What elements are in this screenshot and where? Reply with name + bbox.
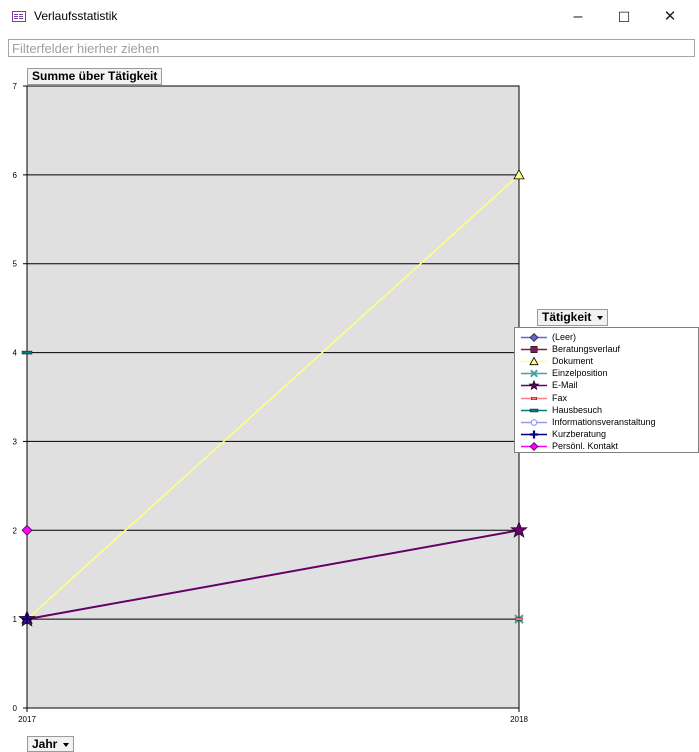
series-field-button[interactable]: Tätigkeit [537,309,609,326]
series-pers-nl-kontakt [21,524,33,536]
legend-swatch [521,441,547,451]
series-line [26,174,520,620]
legend-label: (Leer) [552,332,577,342]
y-tick-label: 6 [13,171,18,180]
legend-swatch [521,408,547,412]
legend-label: Einzelposition [552,368,608,379]
legend-item: Informationsveranstaltung [515,416,699,429]
legend-swatch [521,369,547,378]
legend-swatch [521,418,547,426]
legend-label: Kurzberatung [552,428,607,439]
minimize-button[interactable]: – [573,8,583,25]
legend-item: Fax [515,392,699,405]
y-tick-label: 5 [13,260,18,269]
legend-marker [529,356,539,366]
close-button[interactable]: ✕ [663,8,677,25]
legend-swatch [521,380,547,391]
legend-marker [530,369,538,378]
data-field-label: Summe über Tätigkeit [32,69,158,83]
legend-marker [529,408,539,412]
legend-item: Hausbesuch [515,404,699,417]
maximize-button[interactable]: ☐ [617,9,631,25]
legend-swatch [521,346,547,354]
data-point [21,350,33,355]
legend-item: Einzelposition [515,367,699,380]
legend-swatch [521,430,547,439]
y-tick-label: 2 [13,526,18,535]
title-bar: Verlaufsstatistik – ☐ ✕ [0,0,699,34]
legend-marker [530,418,538,426]
data-point [510,521,528,538]
legend-label: Informationsveranstaltung [552,416,656,427]
data-point [21,524,33,536]
form-icon [12,11,26,22]
y-tick-label: 4 [13,349,18,358]
data-field-button[interactable]: Summe über Tätigkeit [27,68,163,85]
category-field-label: Jahr [32,737,58,751]
legend-marker [530,430,538,439]
legend-label: Hausbesuch [552,404,603,415]
y-tick-label: 7 [13,82,18,91]
legend-item: Persönl. Kontakt [515,440,699,453]
filter-placeholder: Filterfelder hierher ziehen [12,41,160,56]
legend-marker [528,380,540,391]
legend-marker [529,333,539,342]
legend-marker [530,346,538,354]
y-tick-label: 3 [13,437,18,446]
x-tick-label: 2017 [18,715,36,724]
legend-label: Persönl. Kontakt [552,440,619,451]
data-point [515,617,523,621]
legend-item: E-Mail [515,379,699,392]
legend-label: Fax [552,392,568,403]
legend-item: (Leer) [515,331,699,344]
y-tick-label: 1 [13,615,18,624]
legend-label: Dokument [552,356,594,367]
chevron-down-icon [63,742,70,747]
category-field-button[interactable]: Jahr [27,736,75,752]
data-point [22,614,32,625]
series-fax [515,617,523,621]
legend-swatch [521,333,547,342]
legend-marker [530,396,537,400]
legend-item: Dokument [515,355,699,368]
chevron-down-icon [597,315,604,320]
legend-item: Beratungsverlauf [515,343,699,356]
series-kurzberatung [22,614,32,625]
legend-item: Kurzberatung [515,428,699,441]
filter-drop-zone[interactable]: Filterfelder hierher ziehen [8,39,695,57]
legend-swatch [521,396,547,400]
legend-label: Beratungsverlauf [552,344,621,355]
data-point [513,169,525,180]
y-tick-label: 0 [13,704,18,713]
legend: (Leer) Beratungsverlauf Dokument Einzelposi… [514,327,699,453]
legend-label: E-Mail [552,380,578,391]
x-tick-label: 2018 [510,715,528,724]
series-field-label: Tätigkeit [542,310,592,324]
legend-marker [529,441,539,451]
series-layer [18,169,528,627]
legend-swatch [521,356,547,366]
series-hausbesuch [21,350,33,355]
window-title: Verlaufsstatistik [34,9,118,23]
series-line [26,529,520,621]
